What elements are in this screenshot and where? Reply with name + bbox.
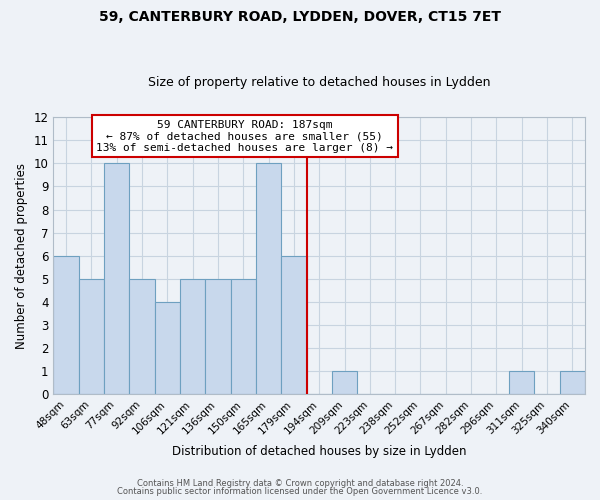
Bar <box>230 279 256 394</box>
Text: Contains public sector information licensed under the Open Government Licence v3: Contains public sector information licen… <box>118 487 482 496</box>
Text: Contains HM Land Registry data © Crown copyright and database right 2024.: Contains HM Land Registry data © Crown c… <box>137 478 463 488</box>
X-axis label: Distribution of detached houses by size in Lydden: Distribution of detached houses by size … <box>172 444 466 458</box>
Bar <box>560 372 585 394</box>
Bar <box>180 279 205 394</box>
Bar <box>155 302 180 394</box>
Title: Size of property relative to detached houses in Lydden: Size of property relative to detached ho… <box>148 76 490 90</box>
Bar <box>256 164 281 394</box>
Bar <box>332 372 357 394</box>
Y-axis label: Number of detached properties: Number of detached properties <box>15 163 28 349</box>
Text: 59 CANTERBURY ROAD: 187sqm
← 87% of detached houses are smaller (55)
13% of semi: 59 CANTERBURY ROAD: 187sqm ← 87% of deta… <box>96 120 393 153</box>
Bar <box>281 256 307 394</box>
Text: 59, CANTERBURY ROAD, LYDDEN, DOVER, CT15 7ET: 59, CANTERBURY ROAD, LYDDEN, DOVER, CT15… <box>99 10 501 24</box>
Bar <box>130 279 155 394</box>
Bar <box>104 164 130 394</box>
Bar <box>79 279 104 394</box>
Bar <box>53 256 79 394</box>
Bar <box>509 372 535 394</box>
Bar <box>205 279 230 394</box>
